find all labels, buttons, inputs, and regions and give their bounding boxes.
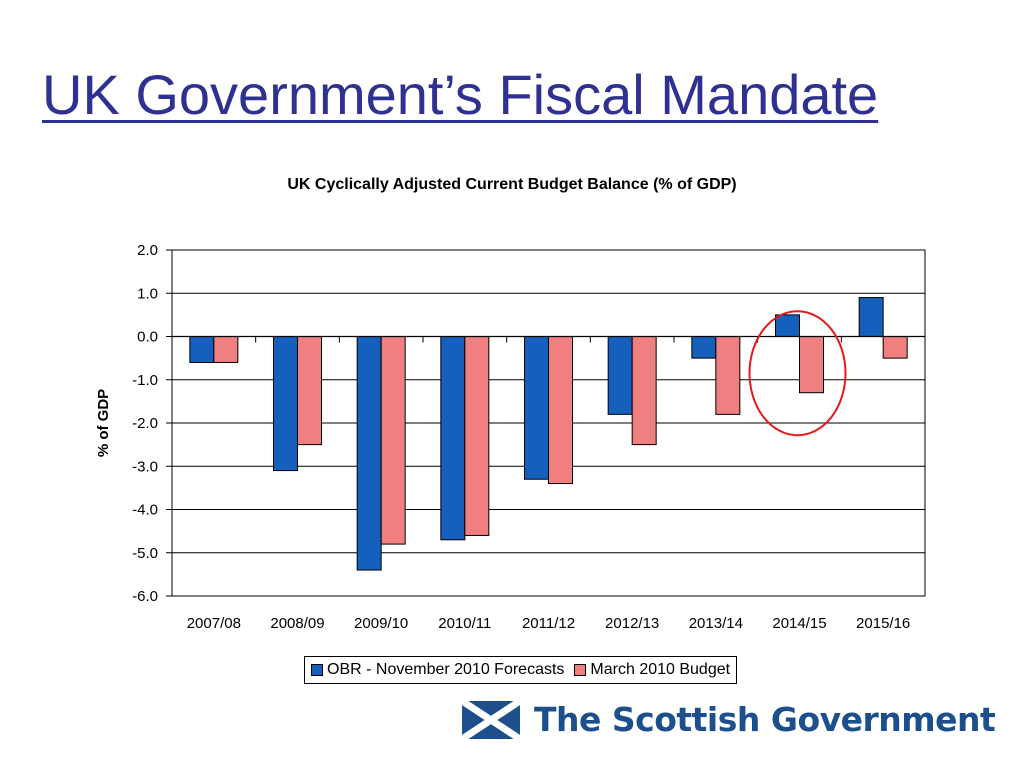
x-tick-label: 2015/16 xyxy=(856,615,910,632)
y-axis-label: % of GDP xyxy=(95,389,112,457)
x-tick-label: 2011/12 xyxy=(522,615,575,632)
chart-title: UK Cyclically Adjusted Current Budget Ba… xyxy=(287,176,737,193)
scottish-government-logo: The Scottish Government xyxy=(462,700,996,739)
annotation-circle xyxy=(748,310,847,437)
x-tick-label: 2008/09 xyxy=(270,615,324,632)
legend-swatch-budget xyxy=(574,664,587,676)
legend-item-budget: March 2010 Budget xyxy=(574,661,730,679)
legend-item-obr: OBR - November 2010 Forecasts xyxy=(311,661,564,679)
bar-budget-2011-12 xyxy=(548,336,573,485)
bar-budget-2015-16 xyxy=(882,336,908,359)
bar-obr-2011-12 xyxy=(524,336,549,480)
saltire-flag-icon xyxy=(462,700,520,739)
bar-budget-2013-14 xyxy=(715,336,741,415)
slide-title: UK Government’s Fiscal Mandate xyxy=(42,63,879,126)
y-tick-label: 0.0 xyxy=(137,329,158,346)
bar-budget-2009-10 xyxy=(380,336,406,545)
bar-budget-2010-11 xyxy=(464,336,490,536)
y-tick-label: -3.0 xyxy=(132,458,158,475)
bar-obr-2015-16 xyxy=(858,297,884,338)
y-tick-label: -4.0 xyxy=(132,502,158,519)
y-tick-label: 2.0 xyxy=(137,242,158,259)
legend-swatch-obr xyxy=(311,664,323,676)
bar-obr-2012-13 xyxy=(607,336,633,415)
x-tick-label: 2010/11 xyxy=(438,615,491,632)
legend-label-budget: March 2010 Budget xyxy=(590,661,731,678)
x-tick-label: 2007/08 xyxy=(187,615,241,632)
y-tick-label: 1.0 xyxy=(137,285,158,302)
y-tick-label: -6.0 xyxy=(132,588,158,605)
y-tick-label: -5.0 xyxy=(132,545,158,562)
bar-obr-2014-15 xyxy=(775,314,800,337)
x-tick-label: 2009/10 xyxy=(354,615,408,632)
bar-budget-2008-09 xyxy=(297,336,322,446)
legend-label-obr: OBR - November 2010 Forecasts xyxy=(327,661,565,678)
bar-obr-2010-11 xyxy=(440,336,466,541)
x-tick-label: 2014/15 xyxy=(772,615,826,632)
bar-budget-2012-13 xyxy=(631,336,657,446)
y-tick-label: -2.0 xyxy=(132,415,158,432)
bar-obr-2009-10 xyxy=(356,336,382,571)
bar-obr-2008-09 xyxy=(273,336,298,472)
x-tick-label: 2012/13 xyxy=(605,615,659,632)
bar-obr-2013-14 xyxy=(691,336,717,359)
brand-name: The Scottish Government xyxy=(534,700,996,739)
y-tick-label: -1.0 xyxy=(132,372,158,389)
bar-budget-2014-15 xyxy=(799,336,824,394)
x-tick-label: 2013/14 xyxy=(689,615,743,632)
chart-legend: OBR - November 2010 Forecasts March 2010… xyxy=(304,656,738,684)
bar-obr-2007-08 xyxy=(189,336,215,363)
bar-budget-2007-08 xyxy=(213,336,239,363)
